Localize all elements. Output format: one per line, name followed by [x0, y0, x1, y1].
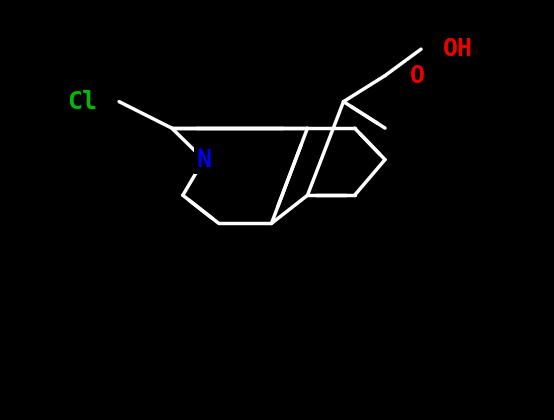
Text: N: N	[196, 147, 212, 172]
Text: O: O	[410, 63, 425, 88]
Text: Cl: Cl	[67, 89, 97, 114]
Text: OH: OH	[443, 37, 473, 61]
